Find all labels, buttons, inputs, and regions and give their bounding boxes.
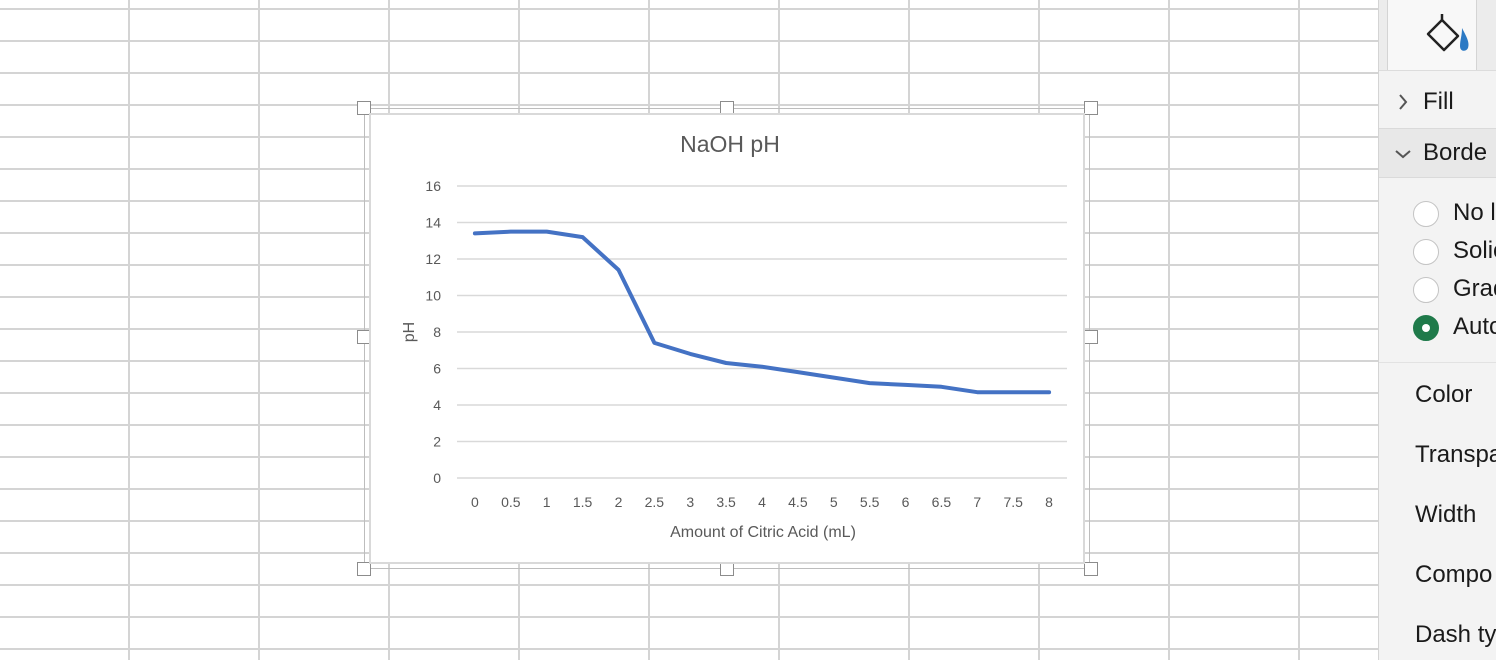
data-point[interactable] bbox=[900, 379, 912, 391]
radio-gradient[interactable] bbox=[1413, 277, 1439, 303]
section-fill-label: Fill bbox=[1423, 88, 1454, 115]
pane-tab-bar bbox=[1379, 0, 1496, 71]
property-width-label: Width bbox=[1415, 501, 1477, 528]
x-axis-ticks: 0 0.5 1 1.5 2 2.5 3 3.5 4 4.5 5 5.5 6 6.5 7 7.5 8 bbox=[471, 494, 1053, 510]
tab-fill-and-line[interactable] bbox=[1387, 0, 1477, 70]
x-tick-label: 1.5 bbox=[573, 494, 593, 510]
x-tick-label: 3 bbox=[686, 494, 694, 510]
data-point[interactable] bbox=[1007, 386, 1019, 398]
y-axis-title[interactable]: pH bbox=[401, 322, 418, 342]
x-tick-label: 4 bbox=[758, 494, 766, 510]
option-label: No l bbox=[1453, 199, 1496, 226]
resize-handle-top-right[interactable] bbox=[1084, 101, 1098, 115]
border-option-solid[interactable]: Solic bbox=[1379, 237, 1496, 267]
radio-solid[interactable] bbox=[1413, 239, 1439, 265]
x-axis-title[interactable]: Amount of Citric Acid (mL) bbox=[670, 524, 856, 541]
data-point[interactable] bbox=[828, 372, 840, 384]
y-tick-label: 4 bbox=[433, 397, 441, 413]
data-point[interactable] bbox=[792, 366, 804, 378]
y-tick-label: 6 bbox=[433, 361, 441, 377]
border-option-no-line[interactable]: No l bbox=[1379, 199, 1496, 229]
x-tick-label: 5.5 bbox=[860, 494, 880, 510]
y-tick-label: 8 bbox=[433, 324, 441, 340]
data-point[interactable] bbox=[505, 226, 517, 238]
x-tick-label: 2.5 bbox=[645, 494, 665, 510]
y-axis-ticks: 0 2 4 6 8 10 12 14 16 bbox=[425, 178, 441, 486]
chart-area[interactable]: 0 2 4 6 8 10 12 14 16 0 0.5 1 1.5 2 2.5 3 3.5 4 4.5 5 5.5 6 6… bbox=[369, 113, 1085, 564]
section-border[interactable]: Borde bbox=[1379, 128, 1496, 178]
property-dash-type-label: Dash ty bbox=[1415, 621, 1496, 648]
x-tick-label: 3.5 bbox=[716, 494, 736, 510]
y-tick-label: 16 bbox=[425, 178, 441, 194]
y-tick-label: 10 bbox=[425, 288, 441, 304]
data-point[interactable] bbox=[1043, 386, 1055, 398]
format-pane: Fill Borde No l Solic Grad Autc Color Tr… bbox=[1378, 0, 1496, 660]
x-tick-label: 4.5 bbox=[788, 494, 808, 510]
resize-handle-bottom-right[interactable] bbox=[1084, 562, 1098, 576]
data-point[interactable] bbox=[864, 377, 876, 389]
property-color-label: Color bbox=[1415, 381, 1473, 408]
data-point[interactable] bbox=[935, 381, 947, 393]
gridlines bbox=[457, 185, 1067, 479]
y-tick-label: 2 bbox=[433, 434, 441, 450]
paint-bucket-icon bbox=[1420, 14, 1474, 61]
x-tick-label: 7 bbox=[973, 494, 981, 510]
option-label: Grad bbox=[1453, 275, 1496, 302]
data-point[interactable] bbox=[971, 386, 983, 398]
resize-handle-bottom-center[interactable] bbox=[720, 562, 734, 576]
chevron-down-icon bbox=[1393, 147, 1413, 165]
data-point[interactable] bbox=[648, 337, 660, 349]
resize-handle-top-left[interactable] bbox=[357, 101, 371, 115]
x-tick-label: 0 bbox=[471, 494, 479, 510]
series-line-0[interactable] bbox=[472, 229, 1052, 395]
option-label: Solic bbox=[1453, 237, 1496, 264]
chevron-right-icon bbox=[1397, 92, 1409, 117]
radio-automatic[interactable] bbox=[1413, 315, 1439, 341]
y-tick-label: 14 bbox=[425, 215, 441, 231]
resize-handle-bottom-left[interactable] bbox=[357, 562, 371, 576]
x-tick-label: 7.5 bbox=[1003, 494, 1023, 510]
data-point[interactable] bbox=[756, 361, 768, 373]
divider bbox=[1379, 362, 1496, 363]
resize-handle-middle-right[interactable] bbox=[1084, 330, 1098, 344]
data-point[interactable] bbox=[720, 357, 732, 369]
property-transparency-label: Transpa bbox=[1415, 441, 1496, 468]
option-label: Autc bbox=[1453, 313, 1496, 340]
radio-no-line[interactable] bbox=[1413, 201, 1439, 227]
x-tick-label: 2 bbox=[615, 494, 623, 510]
section-border-label: Borde bbox=[1423, 139, 1488, 166]
x-tick-label: 0.5 bbox=[501, 494, 521, 510]
x-tick-label: 1 bbox=[543, 494, 551, 510]
series-group bbox=[469, 226, 1055, 398]
data-point[interactable] bbox=[577, 231, 589, 243]
property-compound-label: Compo bbox=[1415, 561, 1493, 588]
x-tick-label: 5 bbox=[830, 494, 838, 510]
y-tick-label: 0 bbox=[433, 470, 441, 486]
x-tick-label: 6.5 bbox=[932, 494, 952, 510]
data-point[interactable] bbox=[612, 264, 624, 276]
section-fill[interactable]: Fill bbox=[1379, 78, 1496, 128]
chart-title[interactable]: NaOH pH bbox=[680, 131, 780, 157]
y-tick-label: 12 bbox=[425, 251, 441, 267]
line-chart: 0 2 4 6 8 10 12 14 16 0 0.5 1 1.5 2 2.5 3 3.5 4 4.5 5 5.5 6 6… bbox=[401, 131, 1067, 541]
data-point[interactable] bbox=[541, 226, 553, 238]
border-option-automatic[interactable]: Autc bbox=[1379, 313, 1496, 343]
data-point[interactable] bbox=[469, 227, 481, 239]
x-tick-label: 8 bbox=[1045, 494, 1053, 510]
data-point[interactable] bbox=[684, 348, 696, 360]
border-option-gradient[interactable]: Grad bbox=[1379, 275, 1496, 305]
x-tick-label: 6 bbox=[902, 494, 910, 510]
